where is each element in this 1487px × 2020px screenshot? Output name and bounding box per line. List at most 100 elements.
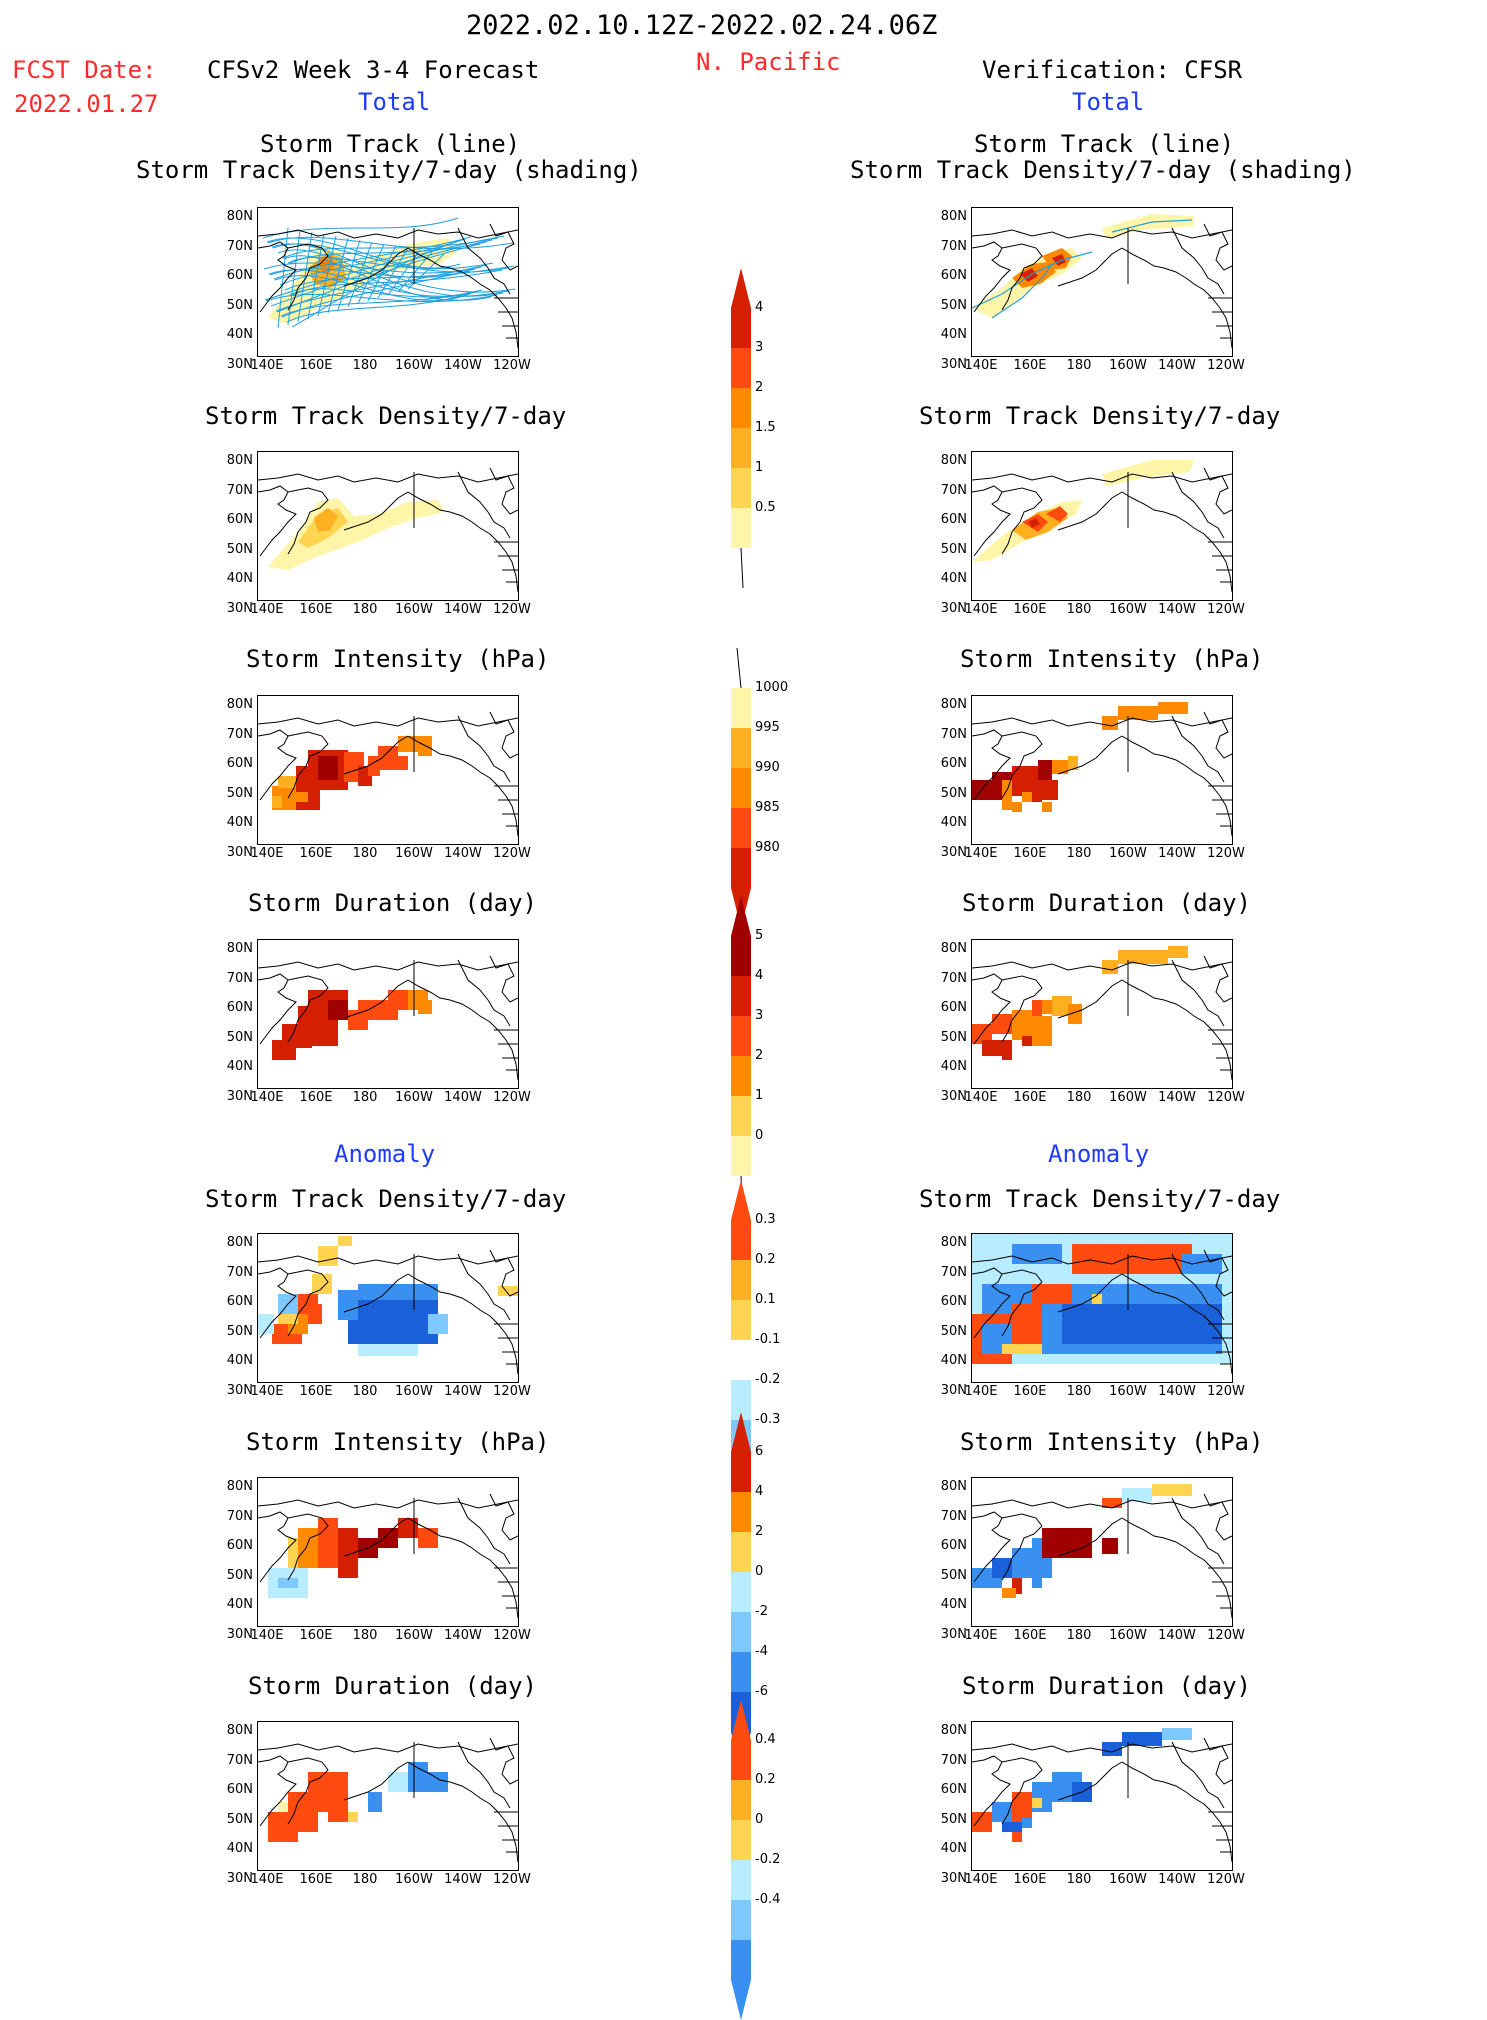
map-panel-left-duration	[257, 939, 519, 1089]
lon-tick-label: 140E	[250, 1384, 284, 1399]
lon-tick-label: 160W	[1109, 1090, 1147, 1105]
lat-tick-label: 30N	[226, 844, 253, 860]
lat-tick-label: 40N	[226, 1841, 253, 1856]
lat-tick-label: 60N	[940, 1538, 967, 1553]
storm-track-lines	[262, 217, 516, 329]
lat-tick-label: 80N	[940, 1235, 967, 1250]
verification-title: Verification: CFSR	[982, 56, 1243, 84]
colorbar-tick-label: 1000	[755, 680, 789, 695]
shaded-cells	[268, 1762, 448, 1842]
right-track-line-title: Storm Track (line)	[974, 130, 1235, 158]
lat-tick-label: 50N	[940, 1323, 967, 1339]
lat-tick-label: 40N	[226, 1353, 253, 1368]
colorbar-tick-label: 1	[755, 460, 764, 475]
left-intensity-title: Storm Intensity (hPa)	[246, 645, 550, 673]
map-panel-right-duration	[971, 939, 1233, 1089]
lat-tick-label: 60N	[226, 1000, 253, 1015]
coastline	[972, 1249, 1232, 1375]
colorbar-tick-label: 0.2	[755, 1772, 776, 1787]
map-panel-right-density	[971, 451, 1233, 601]
right-intensity-title: Storm Intensity (hPa)	[960, 645, 1264, 673]
colorbar-tick-label: 985	[755, 800, 780, 815]
fcst-date-value: 2022.01.27	[14, 90, 159, 118]
lat-tick-label: 40N	[226, 1597, 253, 1612]
lat-tick-label: 80N	[226, 453, 253, 468]
colorbar-tick-label: 2	[755, 380, 764, 395]
density-blob	[1028, 518, 1040, 528]
lon-tick-label: 140W	[1158, 602, 1196, 617]
map-canvas	[972, 460, 1232, 593]
lat-tick-label: 60N	[226, 1294, 253, 1309]
lat-tick-label: 60N	[226, 1538, 253, 1553]
lon-tick-label: 180	[1066, 1090, 1092, 1105]
lat-tick-label: 70N	[940, 482, 967, 498]
lat-tick-label: 70N	[226, 1264, 253, 1280]
map-canvas	[258, 1236, 518, 1375]
lon-tick-label: 140W	[1158, 1872, 1196, 1887]
map-canvas	[972, 1728, 1232, 1863]
lat-tick-label: 80N	[940, 453, 967, 468]
left-track-shade-title: Storm Track Density/7-day (shading)	[136, 156, 642, 184]
lon-tick-label: 140W	[444, 846, 482, 861]
lat-tick-label: 50N	[940, 1811, 967, 1827]
lat-tick-label: 30N	[226, 600, 253, 616]
lon-tick-label: 160W	[395, 1872, 433, 1887]
lon-tick-label: 180	[352, 358, 378, 373]
lon-tick-label: 160E	[299, 1628, 333, 1643]
lat-tick-label: 80N	[940, 1723, 967, 1738]
forecast-title: CFSv2 Week 3-4 Forecast	[207, 56, 540, 84]
lon-tick-label: 180	[1066, 602, 1092, 617]
colorbar-density-total	[731, 268, 751, 588]
lon-tick-label: 140W	[1158, 846, 1196, 861]
coastline	[258, 711, 518, 837]
lon-tick-label: 160E	[299, 602, 333, 617]
lat-tick-label: 60N	[940, 512, 967, 527]
left-duration-title: Storm Duration (day)	[248, 889, 537, 917]
map-canvas	[258, 711, 518, 837]
lat-tick-label: 50N	[226, 1029, 253, 1045]
lon-tick-label: 160W	[395, 846, 433, 861]
lat-tick-label: 30N	[226, 1088, 253, 1104]
map-panel-right-anom-density	[971, 1233, 1233, 1383]
lon-tick-label: 180	[352, 1384, 378, 1399]
section-total-right: Total	[1072, 88, 1145, 116]
lat-tick-label: 70N	[940, 726, 967, 742]
colorbar-tick-label: 5	[755, 928, 764, 943]
lat-tick-label: 30N	[940, 600, 967, 616]
lon-tick-label: 140W	[1158, 358, 1196, 373]
left-track-line-title: Storm Track (line)	[260, 130, 521, 158]
shaded-cells	[972, 1728, 1192, 1842]
coastline	[972, 1737, 1232, 1863]
map-panel-right-anom-duration	[971, 1721, 1233, 1871]
lon-tick-label: 160W	[395, 1384, 433, 1399]
lon-tick-label: 120W	[493, 602, 531, 617]
lat-tick-label: 50N	[940, 1029, 967, 1045]
shaded-cells	[972, 1484, 1192, 1598]
lon-tick-label: 120W	[1207, 1090, 1245, 1105]
lat-tick-label: 80N	[226, 1235, 253, 1250]
lon-tick-label: 140E	[250, 846, 284, 861]
lon-tick-label: 160E	[299, 1090, 333, 1105]
lon-tick-label: 140W	[444, 358, 482, 373]
lon-tick-label: 160W	[395, 1090, 433, 1105]
lon-tick-label: 160E	[299, 358, 333, 373]
lat-tick-label: 30N	[940, 1382, 967, 1398]
right-density-title: Storm Track Density/7-day	[919, 402, 1281, 430]
density-blob	[1046, 506, 1068, 522]
map-panel-left-intensity	[257, 695, 519, 845]
map-canvas	[258, 1737, 518, 1863]
lon-tick-label: 160W	[395, 602, 433, 617]
map-canvas	[972, 946, 1232, 1081]
lon-tick-label: 140W	[444, 602, 482, 617]
lat-tick-label: 70N	[940, 1508, 967, 1524]
map-panel-left-track	[257, 207, 519, 357]
coastline	[258, 955, 518, 1081]
coastline	[258, 223, 518, 349]
colorbar-tick-label: 4	[755, 968, 764, 983]
lon-tick-label: 140W	[1158, 1384, 1196, 1399]
lat-tick-label: 60N	[940, 1000, 967, 1015]
coastline	[258, 1737, 518, 1863]
lat-tick-label: 40N	[940, 1353, 967, 1368]
density-blob	[1052, 254, 1066, 266]
lat-tick-label: 40N	[940, 327, 967, 342]
